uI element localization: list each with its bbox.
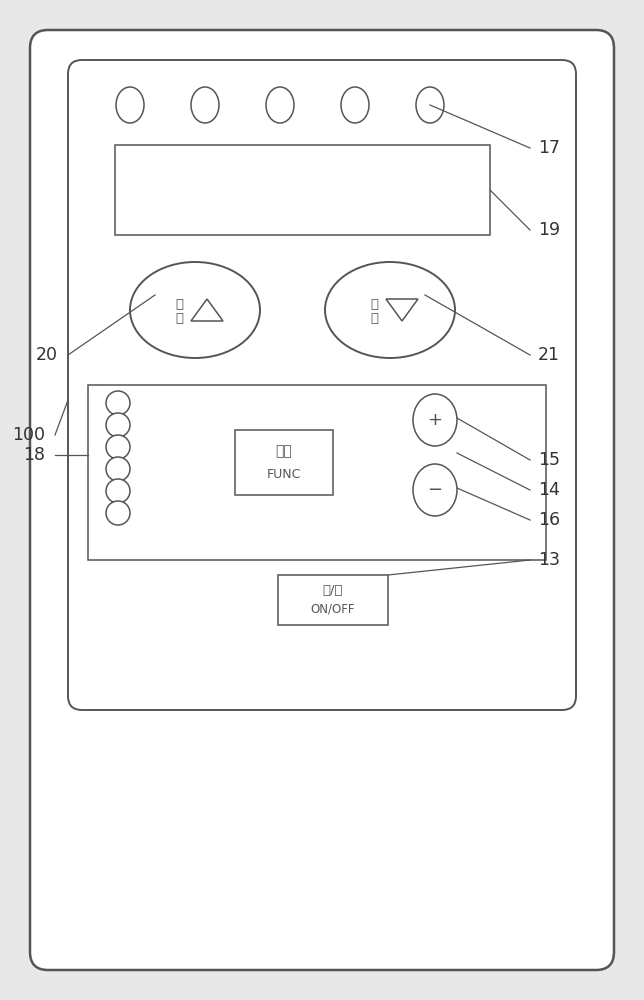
Circle shape — [106, 435, 130, 459]
Bar — [278, 575, 388, 625]
Text: 电: 电 — [370, 298, 378, 310]
Circle shape — [106, 479, 130, 503]
Text: −: − — [428, 481, 442, 499]
Text: 18: 18 — [23, 446, 45, 464]
FancyBboxPatch shape — [30, 30, 614, 970]
Polygon shape — [191, 299, 223, 321]
Text: 17: 17 — [538, 139, 560, 157]
Ellipse shape — [130, 262, 260, 358]
Ellipse shape — [191, 87, 219, 123]
Text: 电: 电 — [175, 298, 183, 310]
Polygon shape — [386, 299, 418, 321]
Text: ON/OFF: ON/OFF — [311, 602, 355, 615]
Text: 16: 16 — [538, 511, 560, 529]
Text: 21: 21 — [538, 346, 560, 364]
Ellipse shape — [416, 87, 444, 123]
Ellipse shape — [341, 87, 369, 123]
Ellipse shape — [266, 87, 294, 123]
Text: 14: 14 — [538, 481, 560, 499]
Circle shape — [106, 457, 130, 481]
Ellipse shape — [325, 262, 455, 358]
Circle shape — [106, 501, 130, 525]
Text: 15: 15 — [538, 451, 560, 469]
FancyBboxPatch shape — [68, 60, 576, 710]
Bar — [115, 145, 490, 235]
Ellipse shape — [413, 464, 457, 516]
Ellipse shape — [413, 394, 457, 446]
Bar — [88, 385, 546, 560]
Ellipse shape — [116, 87, 144, 123]
Text: +: + — [428, 411, 442, 429]
Text: 功能: 功能 — [276, 444, 292, 458]
Circle shape — [106, 413, 130, 437]
Text: 13: 13 — [538, 551, 560, 569]
Text: 压: 压 — [175, 312, 183, 326]
Text: 压: 压 — [370, 312, 378, 326]
Text: FUNC: FUNC — [267, 468, 301, 481]
Text: 20: 20 — [36, 346, 58, 364]
Text: 开/关: 开/关 — [323, 584, 343, 597]
Bar — [235, 430, 333, 495]
Circle shape — [106, 391, 130, 415]
Text: 19: 19 — [538, 221, 560, 239]
Text: 100: 100 — [12, 426, 45, 444]
